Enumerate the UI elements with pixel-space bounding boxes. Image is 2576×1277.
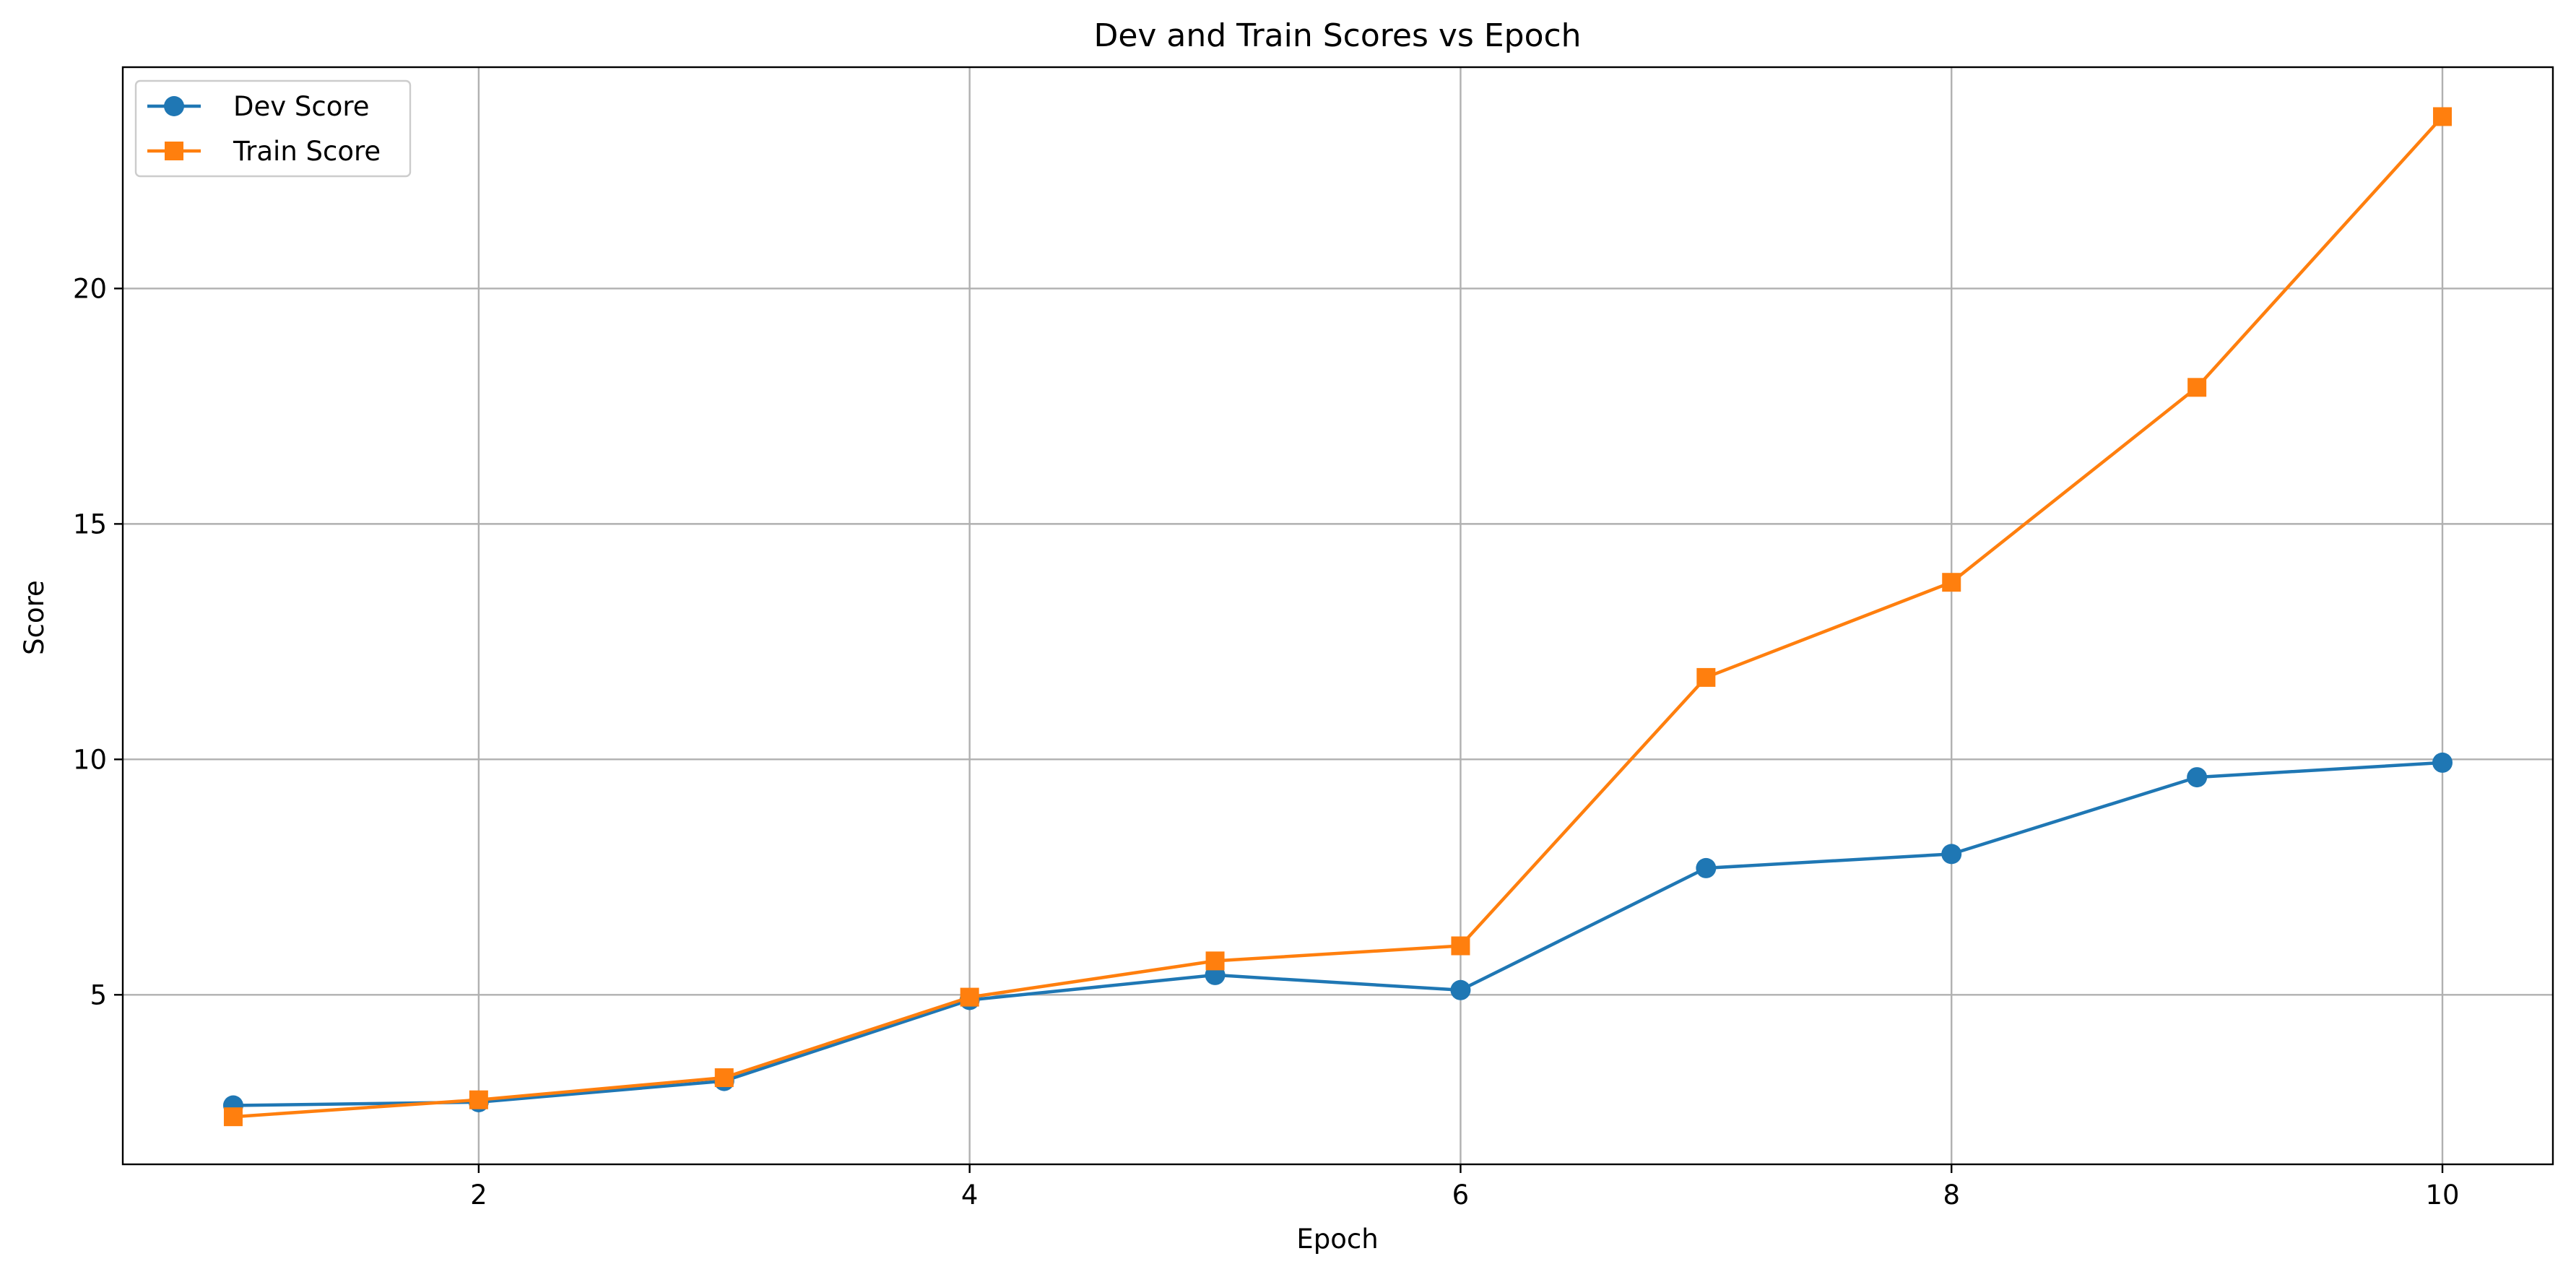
x-tick-label: 2 — [470, 1179, 487, 1211]
x-tick-label: 10 — [2425, 1179, 2459, 1211]
y-tick-label: 5 — [90, 979, 107, 1010]
data-point-1 — [1696, 667, 1716, 687]
legend-label-1: Train Score — [233, 136, 381, 167]
legend-box — [134, 79, 412, 178]
x-axis-label: Epoch — [1296, 1224, 1378, 1255]
y-tick-label: 20 — [73, 273, 107, 304]
data-point-0 — [2187, 767, 2208, 788]
data-point-0 — [1450, 979, 1471, 1000]
legend-marker-0 — [164, 96, 184, 116]
series-line-0 — [233, 761, 2443, 1107]
data-point-1 — [714, 1068, 734, 1088]
data-point-1 — [1451, 936, 1470, 956]
data-point-1 — [960, 987, 979, 1007]
y-tick-label: 10 — [73, 744, 107, 775]
data-point-1 — [2433, 107, 2453, 126]
legend-label-0: Dev Score — [233, 91, 370, 122]
series-layer — [222, 107, 2453, 1127]
grid — [123, 67, 2553, 1164]
legend: Dev Score Train Score — [134, 79, 412, 178]
x-tick-label: 6 — [1452, 1179, 1470, 1211]
data-point-1 — [469, 1090, 488, 1109]
data-point-1 — [1942, 573, 1961, 592]
x-tick-label: 8 — [1943, 1179, 1960, 1211]
series-line-1 — [233, 115, 2444, 1119]
legend-marker-1 — [165, 142, 183, 160]
data-point-1 — [223, 1107, 243, 1127]
x-tick-label: 4 — [961, 1179, 979, 1211]
data-point-1 — [1205, 951, 1225, 971]
chart-title: Dev and Train Scores vs Epoch — [1093, 17, 1581, 54]
axes: 2 4 6 8 10 5 10 15 20 — [73, 66, 2554, 1211]
y-axis-label: Score — [19, 580, 50, 655]
data-point-0 — [1941, 844, 1962, 865]
y-tick-label: 15 — [73, 508, 107, 540]
data-point-0 — [2432, 752, 2453, 773]
data-point-1 — [2187, 378, 2207, 397]
data-point-0 — [1696, 857, 1717, 878]
plot-frame — [121, 66, 2554, 1166]
